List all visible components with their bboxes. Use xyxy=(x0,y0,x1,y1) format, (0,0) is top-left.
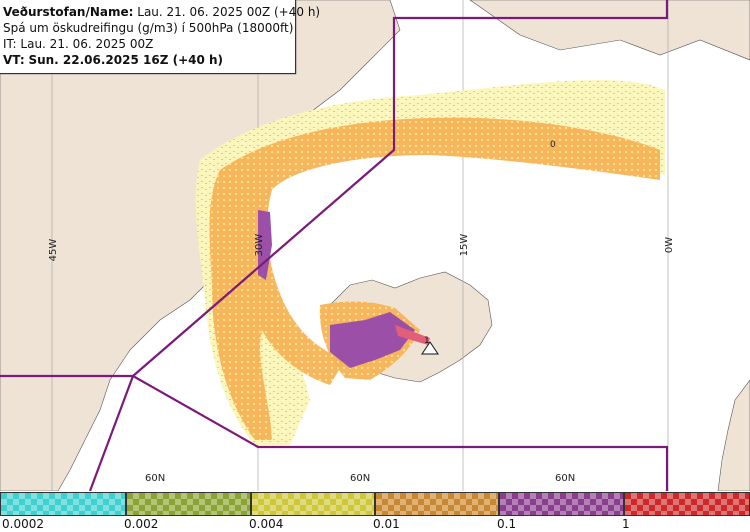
lon-label-30w: 30W xyxy=(254,234,265,257)
product-line: Spá um öskudreifingu (g/m3) í 500hPa (18… xyxy=(3,21,294,35)
svg-text:1: 1 xyxy=(424,336,430,346)
volcano-marker: 1 xyxy=(421,336,439,355)
contour-label: 0 xyxy=(550,140,556,150)
legend-tick-4: 0.01 xyxy=(373,517,400,531)
norway-land xyxy=(717,379,750,492)
agency-value: Lau. 21. 06. 2025 00Z (+40 h) xyxy=(137,5,321,19)
legend-swatch-6 xyxy=(624,492,750,516)
greenland-north-land xyxy=(469,0,750,61)
fir-boundary xyxy=(0,0,669,492)
ash-peak-concentration xyxy=(395,325,430,345)
valid-time-line: VT: Sun. 22.06.2025 16Z (+40 h) xyxy=(3,52,295,68)
forecast-info-box: Veðurstofan/Name: Lau. 21. 06. 2025 00Z … xyxy=(0,0,320,74)
lat-label-60n-mid: 60N xyxy=(350,473,370,484)
lon-label-0w: 0W xyxy=(664,237,675,253)
legend-swatch-2 xyxy=(126,492,251,516)
concentration-legend: 0.0002 0.002 0.004 0.01 0.1 1 xyxy=(0,491,750,532)
ash-plume xyxy=(195,80,665,445)
issue-time-line: IT: Lau. 21. 06. 2025 00Z xyxy=(3,37,154,51)
lon-label-45w: 45W xyxy=(48,239,59,262)
valid-value: Sun. 22.06.2025 16Z (+40 h) xyxy=(28,53,224,67)
lat-label-60n-right: 60N xyxy=(555,473,575,484)
legend-tick-1: 0.0002 xyxy=(2,517,44,531)
legend-tick-6: 1 xyxy=(622,517,630,531)
valid-label: VT: xyxy=(3,53,25,67)
agency-label: Veðurstofan/Name: xyxy=(3,5,134,19)
agency-line: Veðurstofan/Name: Lau. 21. 06. 2025 00Z … xyxy=(3,4,320,20)
legend-tick-2: 0.002 xyxy=(124,517,159,531)
legend-tick-5: 0.1 xyxy=(497,517,517,531)
ash-high-concentration xyxy=(330,312,415,368)
legend-tick-3: 0.004 xyxy=(249,517,284,531)
lat-label-60n-left: 60N xyxy=(145,473,165,484)
legend-swatch-5 xyxy=(499,492,624,516)
legend-swatch-4 xyxy=(375,492,499,516)
legend-swatch-1 xyxy=(0,492,126,516)
lon-label-15w: 15W xyxy=(459,234,470,257)
legend-swatch-3 xyxy=(251,492,375,516)
